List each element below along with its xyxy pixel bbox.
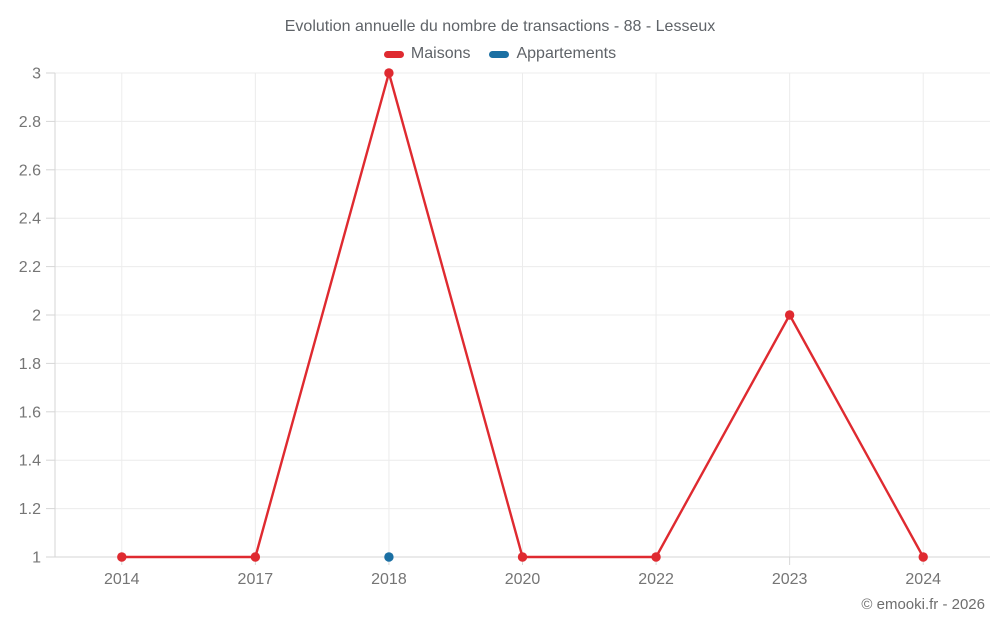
chart-title: Evolution annuelle du nombre de transact… bbox=[284, 18, 716, 35]
x-tick-label: 2014 bbox=[104, 571, 140, 588]
x-tick-label: 2024 bbox=[905, 571, 941, 588]
maisons-point[interactable] bbox=[117, 552, 127, 562]
y-tick-label: 2.8 bbox=[19, 114, 41, 131]
y-tick-label: 2.4 bbox=[19, 211, 41, 228]
x-tick-label: 2017 bbox=[238, 571, 274, 588]
legend: Maisons Appartements bbox=[0, 45, 1000, 63]
y-tick-label: 3 bbox=[32, 66, 41, 83]
y-tick-label: 1 bbox=[32, 550, 41, 567]
maisons-point[interactable] bbox=[651, 552, 661, 562]
y-tick-label: 2 bbox=[32, 308, 41, 325]
legend-label-maisons: Maisons bbox=[410, 45, 471, 62]
x-tick-label: 2020 bbox=[505, 571, 541, 588]
y-tick-label: 1.8 bbox=[19, 356, 41, 373]
x-tick-label: 2018 bbox=[371, 571, 407, 588]
x-tick-label: 2022 bbox=[638, 571, 674, 588]
y-tick-label: 2.2 bbox=[19, 259, 41, 276]
maisons-swatch-icon bbox=[383, 50, 404, 58]
maisons-point[interactable] bbox=[784, 310, 795, 320]
y-tick-label: 2.6 bbox=[19, 162, 41, 179]
maisons-point[interactable] bbox=[918, 552, 928, 562]
y-tick-label: 1.6 bbox=[19, 404, 41, 421]
legend-label-appartements: Appartements bbox=[516, 45, 617, 62]
y-tick-label: 1.2 bbox=[19, 501, 41, 518]
x-tick-label: 2023 bbox=[772, 571, 808, 588]
appartements-swatch-icon bbox=[489, 50, 510, 58]
appartements-point[interactable] bbox=[384, 552, 394, 562]
maisons-point[interactable] bbox=[384, 68, 394, 78]
legend-item-appartements[interactable]: Appartements bbox=[489, 45, 616, 63]
copyright: © emooki.fr - 2026 bbox=[861, 596, 985, 613]
y-tick-label: 1.4 bbox=[19, 453, 41, 470]
maisons-point[interactable] bbox=[517, 552, 528, 562]
maisons-point[interactable] bbox=[250, 552, 261, 562]
legend-item-maisons[interactable]: Maisons bbox=[383, 45, 471, 63]
